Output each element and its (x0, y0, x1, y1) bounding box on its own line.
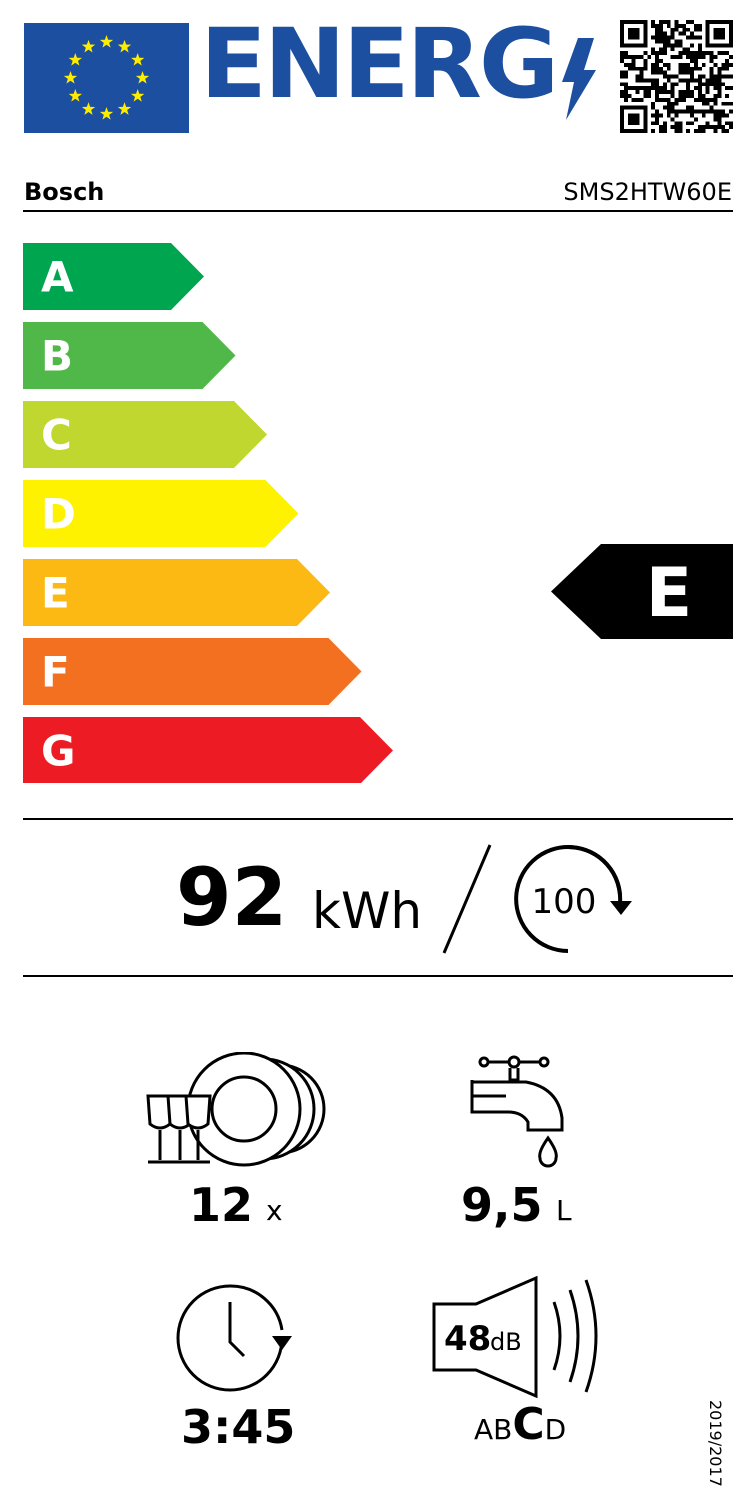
energy-class-bar-e (23, 559, 330, 626)
noise-class-scale: ABCD (474, 1403, 566, 1447)
model-number: SMS2HTW60E (563, 178, 732, 206)
eu-star-icon (135, 71, 150, 84)
clock-icon (176, 1284, 292, 1392)
eu-star-icon (63, 71, 78, 84)
consumption-divider (23, 975, 733, 977)
energy-class-letter-e: E (41, 569, 70, 618)
energy-class-bar-b (23, 322, 236, 389)
eu-star-icon (117, 102, 132, 115)
programme-duration-value: 3:45 (181, 1400, 296, 1454)
energy-class-letter-a: A (41, 253, 74, 302)
qr-code-icon (620, 20, 733, 133)
water-consumption-unit: L (556, 1194, 572, 1227)
eu-star-icon (99, 107, 114, 120)
eu-star-icon (68, 53, 82, 66)
energy-class-bar-d (23, 480, 299, 547)
energy-class-bar-c (23, 401, 267, 468)
energy-class-letter-c: C (41, 411, 72, 460)
lightning-bolt-icon (562, 38, 596, 120)
dishes-icon (146, 1052, 326, 1167)
water-consumption-value: 9,5 (461, 1178, 543, 1232)
energy-consumption-unit: kWh (312, 882, 423, 940)
energy-consumption-value: 92 (176, 851, 288, 944)
noise-class-a: A (474, 1413, 494, 1446)
cycle-icon: 100 (514, 844, 632, 953)
eu-star-icon (81, 102, 96, 115)
energy-class-bar-a (23, 243, 204, 310)
eu-star-icon (99, 35, 114, 48)
cycle-count: 100 (532, 882, 597, 922)
energy-class-letter-f: F (41, 648, 70, 697)
noise-class-d: D (544, 1413, 567, 1446)
noise-value: 48 (444, 1319, 491, 1359)
energy-class-letter-b: B (41, 332, 73, 381)
noise-unit: dB (490, 1328, 522, 1356)
eu-star-icon (81, 39, 96, 53)
energy-rating-arrow: E (551, 544, 733, 639)
eu-star-icon (117, 39, 132, 53)
eu-star-icon (131, 89, 145, 102)
energy-class-letter-g: G (41, 727, 75, 776)
noise-class-b: B (493, 1413, 513, 1446)
speaker-icon: 48 dB (432, 1275, 598, 1399)
eu-star-icon (68, 89, 82, 102)
energy-label-title: ENERG (200, 8, 559, 120)
place-settings-unit: x (266, 1194, 283, 1227)
energy-rating-letter: E (646, 554, 692, 633)
eu-flag-icon (24, 23, 189, 133)
energy-class-bar-g (23, 717, 393, 783)
scale-divider (23, 818, 733, 820)
header-divider (23, 210, 733, 212)
place-settings-value: 12 (189, 1178, 254, 1232)
regulation-number: 2019/2017 (706, 1400, 725, 1487)
energy-class-letter-d: D (41, 490, 76, 539)
energy-class-bar-f (23, 638, 362, 705)
faucet-icon (470, 1055, 564, 1168)
eu-star-icon (131, 53, 145, 66)
noise-class-c: C (512, 1399, 545, 1450)
per-slash-icon (442, 844, 492, 954)
brand-name: Bosch (24, 178, 105, 206)
